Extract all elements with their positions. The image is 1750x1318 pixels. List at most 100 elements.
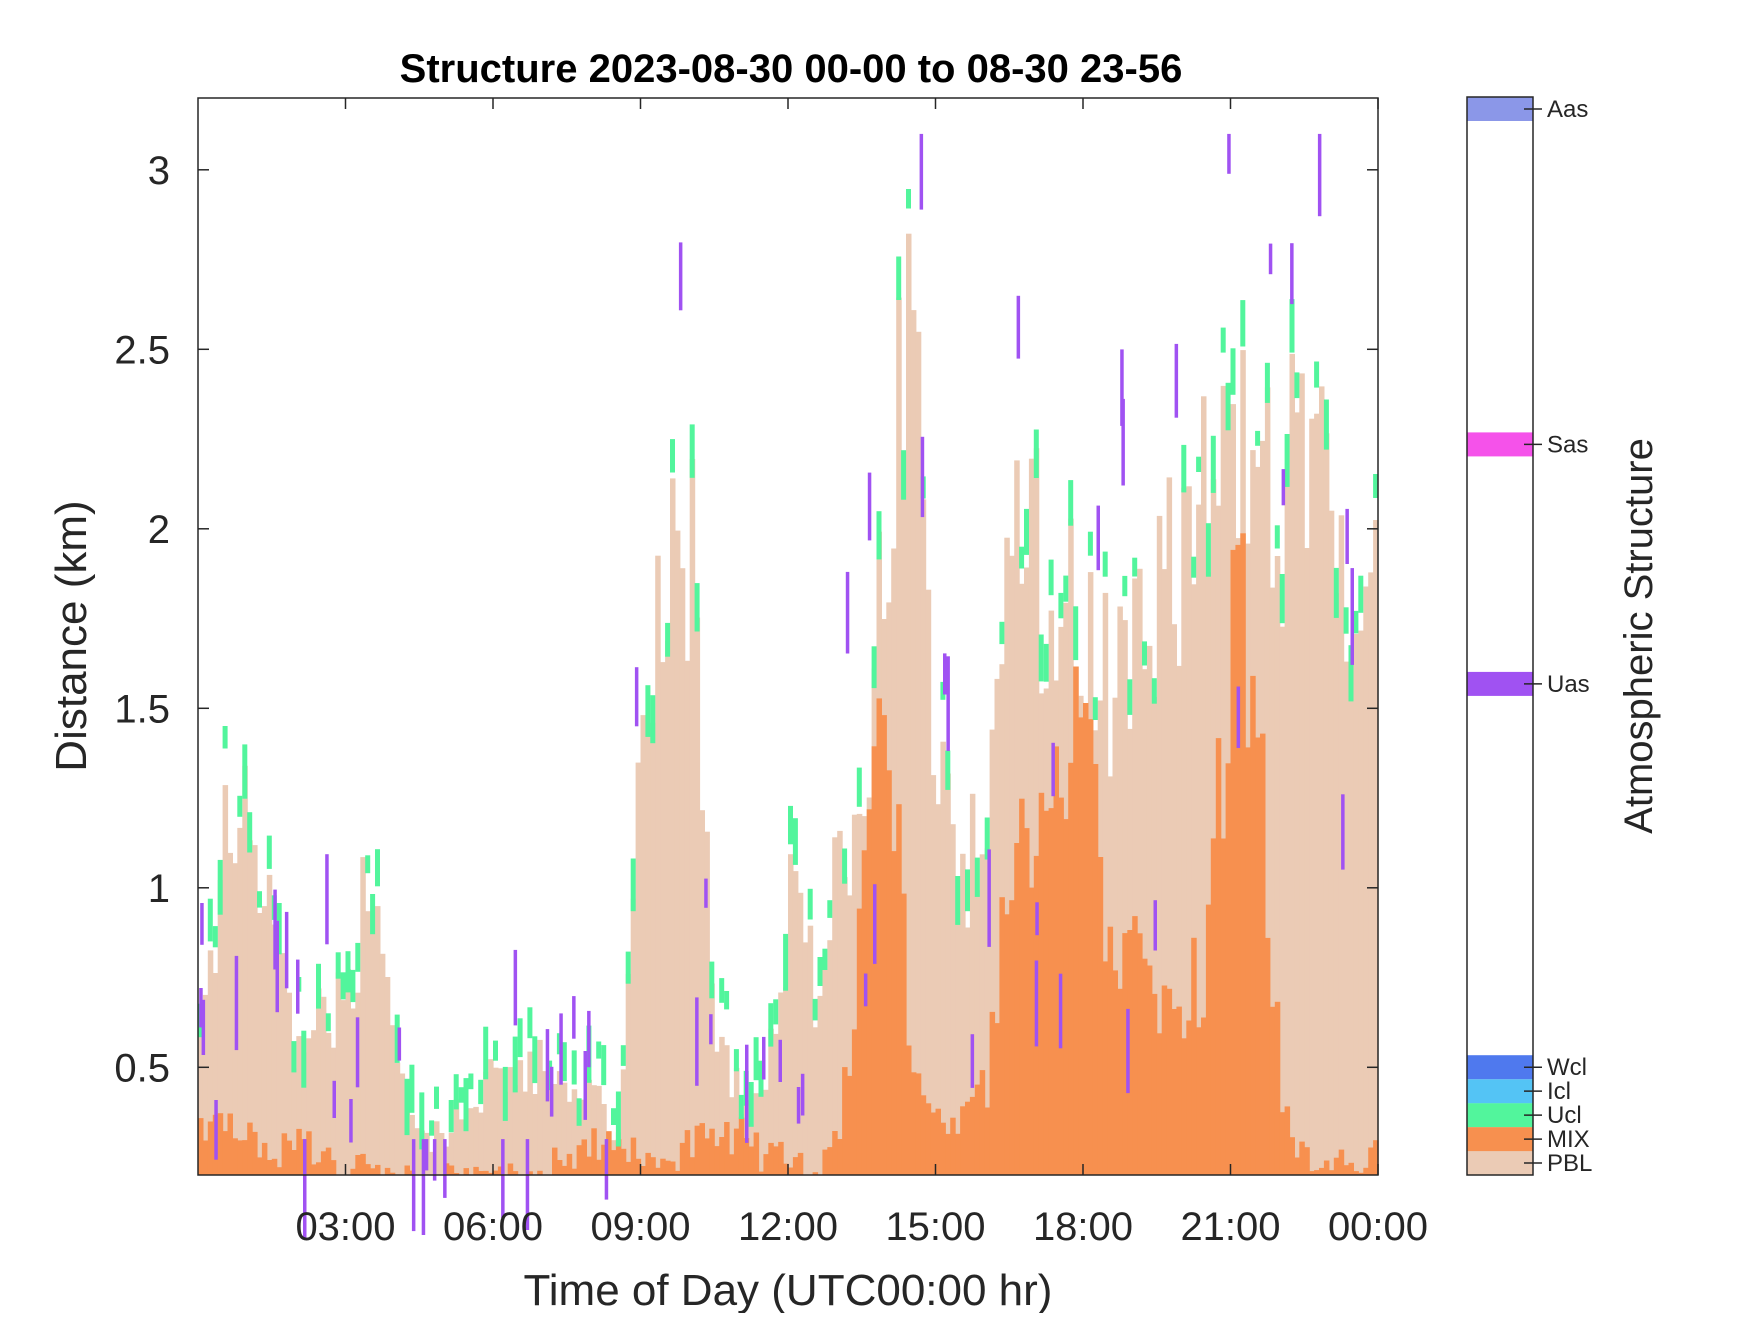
mix-column <box>1225 763 1232 1175</box>
mix-column <box>1038 792 1045 1175</box>
mix-column <box>1309 1171 1315 1175</box>
pbl-column <box>1328 510 1335 1175</box>
uas-segment <box>214 1100 218 1160</box>
uas-segment <box>1121 398 1125 486</box>
cloud-segment <box>1181 444 1187 493</box>
cloud-segment <box>1048 559 1054 596</box>
cloud-segment <box>483 1026 489 1080</box>
pbl-column <box>1122 620 1128 1175</box>
cloud-segment <box>1058 592 1064 619</box>
x-axis: 03:00 06:00 09:00 12:00 15:00 18:00 21:00 00:00 <box>295 98 1428 1249</box>
pbl-column <box>1333 593 1340 1175</box>
pbl-column <box>1205 572 1212 1175</box>
pbl-column <box>699 810 705 1175</box>
pbl-column <box>1142 669 1148 1175</box>
pbl-column <box>227 852 233 1175</box>
cloud-segment <box>561 1042 567 1082</box>
uas-segment <box>1051 742 1055 797</box>
x-tick-label: 15:00 <box>885 1205 985 1249</box>
uas-segment <box>201 999 206 1055</box>
pbl-column <box>1186 486 1192 1175</box>
cloud-segment <box>940 681 946 700</box>
pbl-column <box>1176 665 1182 1175</box>
mix-column <box>1097 857 1104 1175</box>
uas-segment <box>501 1139 505 1218</box>
mix-column <box>960 1106 966 1175</box>
mix-column <box>370 1168 376 1175</box>
cloud-segment <box>1063 575 1069 602</box>
pbl-column <box>207 950 214 1175</box>
x-tick-label: 00:00 <box>1328 1205 1428 1249</box>
uas-segment <box>432 1139 437 1181</box>
mix-column <box>906 1045 912 1175</box>
mix-column <box>571 1168 578 1175</box>
uas-segment <box>411 1139 416 1232</box>
pbl-column <box>945 773 951 1175</box>
uas-segment <box>778 1039 782 1082</box>
uas-segment <box>296 959 300 1014</box>
pbl-column <box>463 1119 469 1175</box>
mix-column <box>556 1160 563 1175</box>
pbl-column <box>935 804 941 1175</box>
uas-segment <box>1120 349 1124 426</box>
uas-segment <box>349 1099 353 1143</box>
cloud-segment <box>350 969 356 1003</box>
uas-segment <box>919 133 924 210</box>
mix-column <box>1240 533 1246 1175</box>
pbl-column <box>1004 537 1010 1175</box>
cloud-segment <box>463 1078 469 1132</box>
uas-segment <box>284 911 289 989</box>
cloud-segment <box>650 695 656 744</box>
pbl-column <box>547 1080 553 1175</box>
uas-segment <box>796 1087 801 1124</box>
mix-column <box>969 1096 976 1175</box>
cloud-segment <box>1343 607 1349 634</box>
pbl-column <box>714 1051 720 1175</box>
cloud-segment <box>630 858 636 912</box>
pbl-column <box>512 1085 519 1175</box>
uas-segment <box>1350 568 1354 665</box>
cloud-segment <box>1279 574 1285 624</box>
cloud-segment <box>1151 678 1157 704</box>
pbl-column <box>625 973 632 1175</box>
mix-column <box>606 1131 612 1175</box>
pbl-column <box>257 913 263 1175</box>
mix-column <box>861 850 868 1175</box>
uas-segment <box>709 1014 713 1045</box>
colorbar-tick-label: Uas <box>1547 671 1590 698</box>
pbl-column <box>989 729 996 1175</box>
mix-column <box>247 1122 253 1175</box>
cloud-segment <box>340 972 346 1000</box>
pbl-column <box>915 331 922 1175</box>
mix-column <box>261 1142 268 1175</box>
mix-column <box>896 804 902 1175</box>
cloud-segment <box>620 1045 626 1066</box>
pbl-column <box>778 992 784 1175</box>
mix-column <box>1196 1027 1202 1175</box>
cloud-segment <box>512 1036 518 1093</box>
x-tick-label: 12:00 <box>738 1205 838 1249</box>
pbl-column <box>1191 584 1197 1175</box>
pbl-column <box>502 1091 509 1175</box>
y-tick-label: 3 <box>148 149 170 193</box>
pbl-column <box>674 530 681 1175</box>
pbl-column <box>645 723 651 1175</box>
pbl-column <box>394 1062 401 1175</box>
plot-area: 03:00 06:00 09:00 12:00 15:00 18:00 21:00 00:00… <box>114 97 1428 1249</box>
mix-column <box>316 1162 322 1175</box>
pbl-column <box>979 854 986 1175</box>
pbl-column <box>758 1092 764 1175</box>
uas-segment <box>583 1051 587 1120</box>
cloud-segment <box>1068 480 1074 526</box>
mix-column <box>984 1107 991 1175</box>
pbl-column <box>1323 433 1330 1175</box>
pbl-column <box>237 827 243 1175</box>
cloud-segment <box>1373 474 1379 498</box>
colorbar-label: Atmospheric Structure <box>1617 438 1661 834</box>
x-tick-label: 18:00 <box>1033 1205 1133 1249</box>
uas-segment <box>559 1013 563 1085</box>
cloud-segment <box>1033 429 1039 478</box>
mix-column <box>448 1165 455 1175</box>
mix-column <box>360 1153 366 1175</box>
